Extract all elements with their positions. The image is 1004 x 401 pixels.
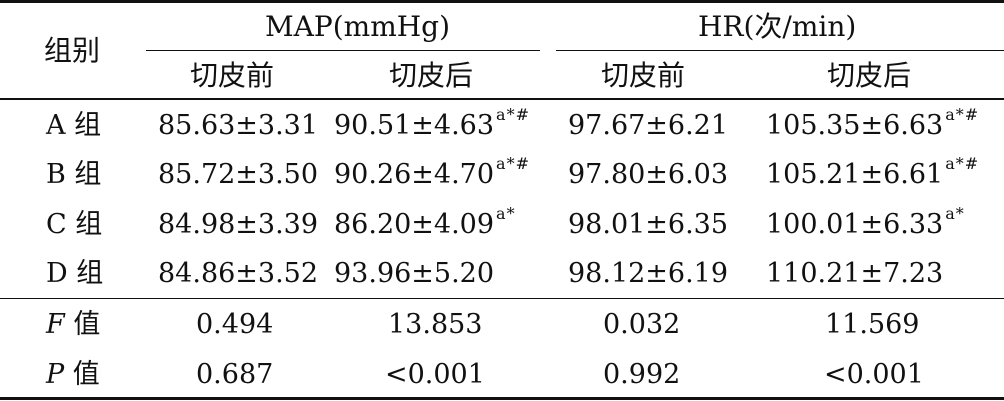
value-text: 100.01±6.33 (766, 209, 944, 240)
stat-label-text: 值 (64, 359, 100, 390)
hr-after-cell: 105.35±6.63 a*# (766, 105, 979, 144)
hr-after-cell: 105.21±6.61 a*# (766, 154, 979, 193)
hr-after-cell: 110.21±7.23 (766, 259, 945, 292)
value-text: 105.21±6.61 (766, 159, 944, 190)
stat-label-text: 值 (64, 309, 101, 340)
bottom-rule (0, 397, 1004, 400)
map-subrule (146, 50, 540, 51)
map-after-cell: 86.20±4.09 a* (334, 204, 516, 243)
stat-label: F 值 (46, 310, 100, 340)
hr-after-cell: 100.01±6.33 a* (766, 204, 965, 243)
value-text: 90.26±4.70 (334, 159, 495, 190)
map-header: MAP(mmHg) (265, 10, 451, 43)
significance-mark: a*# (945, 154, 980, 173)
map-after-stat: 13.853 (388, 309, 483, 340)
top-rule (0, 0, 1004, 3)
stats-rule (0, 298, 1004, 299)
stat-symbol: P (46, 359, 65, 390)
value-text: 86.20±4.09 (334, 209, 495, 240)
hr-before-stat: 0.032 (603, 309, 681, 340)
map-before-cell: 85.63±3.31 (158, 110, 319, 141)
hr-after-stat: <0.001 (824, 359, 924, 390)
significance-mark: a* (496, 204, 516, 223)
significance-mark: a* (945, 204, 965, 223)
map-before-stat: 0.494 (196, 309, 274, 340)
significance-mark: a*# (496, 154, 530, 173)
hr-after-header: 切皮后 (827, 59, 912, 92)
map-before-cell: 84.86±3.52 (158, 258, 319, 289)
hr-after-stat: 11.569 (825, 309, 920, 340)
hr-before-stat: 0.992 (603, 359, 681, 390)
hr-before-cell: 98.01±6.35 (568, 209, 729, 240)
hr-before-cell: 98.12±6.19 (568, 258, 729, 289)
value-text: 105.35±6.63 (766, 110, 944, 141)
stat-label: P 值 (46, 360, 100, 390)
map-before-cell: 84.98±3.39 (158, 209, 319, 240)
map-after-header: 切皮后 (389, 59, 474, 92)
value-text: 110.21±7.23 (766, 258, 944, 289)
significance-mark: a*# (945, 105, 980, 124)
value-text: 93.96±5.20 (334, 258, 495, 289)
hr-before-cell: 97.80±6.03 (568, 159, 729, 190)
map-before-cell: 85.72±3.50 (158, 159, 319, 190)
map-after-cell: 93.96±5.20 (334, 259, 496, 292)
map-before-stat: 0.687 (196, 359, 274, 390)
group-cell: B 组 (46, 159, 102, 190)
map-after-cell: 90.26±4.70 a*# (334, 154, 530, 193)
hr-before-cell: 97.67±6.21 (568, 110, 729, 141)
significance-mark: a*# (496, 105, 530, 124)
group-cell: D 组 (46, 258, 104, 289)
value-text: 90.51±4.63 (334, 110, 495, 141)
hr-header: HR(次/min) (698, 10, 857, 43)
header-rule (0, 98, 1004, 100)
map-after-stat: <0.001 (385, 359, 485, 390)
group-header: 组别 (44, 34, 101, 67)
hr-before-header: 切皮前 (601, 59, 686, 92)
group-cell: C 组 (46, 209, 103, 240)
map-before-header: 切皮前 (190, 59, 275, 92)
hr-subrule (556, 50, 1004, 51)
group-cell: A 组 (46, 110, 102, 141)
map-after-cell: 90.51±4.63 a*# (334, 105, 530, 144)
stat-symbol: F (46, 309, 65, 340)
